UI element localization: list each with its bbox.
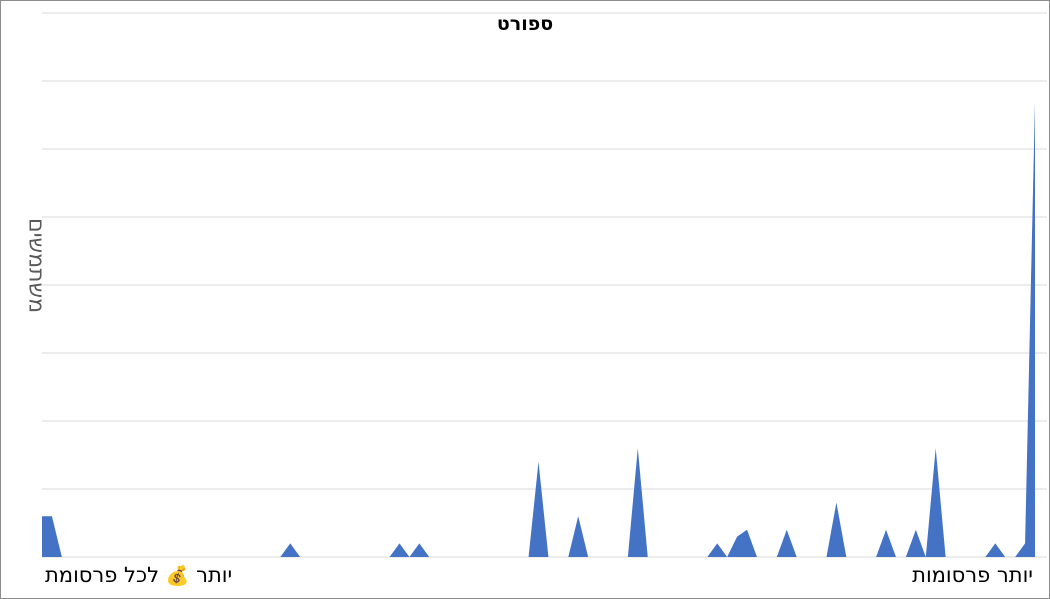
y-axis-label: משתמשים	[23, 218, 49, 314]
x-axis-label-left-after: לכל פרסומת	[45, 563, 160, 587]
money-bag-icon: 💰	[165, 565, 190, 587]
x-axis-label-left: יותר 💰 לכל פרסומת	[45, 563, 232, 587]
chart-title: ספורט	[496, 13, 554, 35]
area-fill	[42, 101, 1035, 558]
x-axis-label-right: יותר פרסומות	[912, 563, 1033, 587]
gridlines	[42, 12, 1047, 558]
x-axis-label-left-before: יותר	[196, 563, 233, 587]
area-series	[42, 101, 1035, 558]
